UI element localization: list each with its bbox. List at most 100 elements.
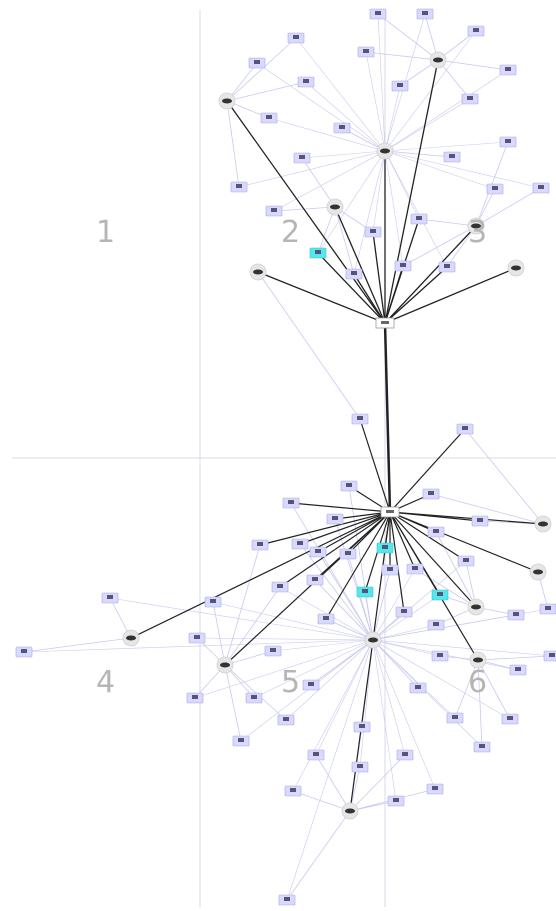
host-node[interactable] bbox=[284, 785, 302, 797]
host-node[interactable] bbox=[395, 606, 413, 618]
host-node[interactable] bbox=[251, 539, 269, 551]
host-node[interactable] bbox=[461, 93, 479, 105]
router-node[interactable] bbox=[364, 631, 382, 649]
host-node[interactable] bbox=[345, 268, 363, 280]
router-node[interactable] bbox=[429, 51, 447, 69]
router-node[interactable] bbox=[507, 259, 525, 277]
weak-edge bbox=[372, 624, 437, 641]
host-node[interactable] bbox=[204, 596, 222, 608]
router-node[interactable] bbox=[467, 598, 485, 616]
host-node[interactable] bbox=[339, 548, 357, 560]
host-node[interactable] bbox=[297, 76, 315, 88]
host-node[interactable] bbox=[396, 749, 414, 761]
host-node[interactable] bbox=[471, 515, 489, 527]
host-node[interactable] bbox=[309, 546, 327, 558]
host-node[interactable] bbox=[307, 749, 325, 761]
highlighted-host-node[interactable] bbox=[376, 542, 394, 554]
router-node[interactable] bbox=[376, 142, 394, 160]
host-node[interactable] bbox=[278, 894, 296, 906]
router-node[interactable] bbox=[469, 651, 487, 669]
host-node[interactable] bbox=[431, 650, 449, 662]
host-node[interactable] bbox=[422, 488, 440, 500]
highlighted-host-node[interactable] bbox=[309, 247, 327, 259]
host-node[interactable] bbox=[186, 692, 204, 704]
host-node[interactable] bbox=[302, 679, 320, 691]
router-node[interactable] bbox=[218, 92, 236, 110]
host-node[interactable] bbox=[353, 721, 371, 733]
host-node[interactable] bbox=[245, 692, 263, 704]
host-node[interactable] bbox=[326, 513, 344, 525]
host-node[interactable] bbox=[406, 563, 424, 575]
host-node[interactable] bbox=[427, 619, 445, 631]
host-node[interactable] bbox=[306, 574, 324, 586]
host-node[interactable] bbox=[394, 260, 412, 272]
device-icon bbox=[332, 516, 338, 520]
host-node[interactable] bbox=[357, 46, 375, 58]
host-node[interactable] bbox=[364, 226, 382, 238]
host-node[interactable] bbox=[248, 57, 266, 69]
host-node[interactable] bbox=[457, 555, 475, 567]
router-node[interactable] bbox=[122, 629, 140, 647]
host-node[interactable] bbox=[391, 80, 409, 92]
host-node[interactable] bbox=[351, 761, 369, 773]
host-node[interactable] bbox=[532, 182, 550, 194]
device-icon bbox=[437, 653, 443, 657]
host-node[interactable] bbox=[15, 646, 33, 658]
strong-edge-top bbox=[384, 225, 477, 324]
host-node[interactable] bbox=[486, 183, 504, 195]
weak-edge bbox=[372, 639, 397, 802]
host-node[interactable] bbox=[351, 413, 369, 425]
hub-node[interactable] bbox=[380, 506, 400, 518]
host-node[interactable] bbox=[456, 423, 474, 435]
host-node[interactable] bbox=[381, 564, 399, 576]
host-node[interactable] bbox=[410, 213, 428, 225]
host-node[interactable] bbox=[443, 151, 461, 163]
host-node[interactable] bbox=[467, 25, 485, 37]
host-node[interactable] bbox=[260, 112, 278, 124]
highlighted-host-node[interactable] bbox=[431, 589, 449, 601]
router-node[interactable] bbox=[341, 802, 359, 820]
host-node[interactable] bbox=[499, 64, 517, 76]
host-node[interactable] bbox=[287, 32, 305, 44]
weak-edge bbox=[384, 150, 420, 220]
host-node[interactable] bbox=[230, 181, 248, 193]
host-node[interactable] bbox=[387, 795, 405, 807]
host-node[interactable] bbox=[543, 650, 556, 662]
strong-edge-bottom bbox=[359, 418, 391, 513]
host-node[interactable] bbox=[340, 480, 358, 492]
host-node[interactable] bbox=[539, 603, 556, 615]
host-node[interactable] bbox=[232, 735, 250, 747]
host-node[interactable] bbox=[499, 136, 517, 148]
host-node[interactable] bbox=[473, 741, 491, 753]
host-node[interactable] bbox=[282, 497, 300, 509]
hub-node[interactable] bbox=[375, 317, 395, 329]
host-node[interactable] bbox=[409, 682, 427, 694]
host-node[interactable] bbox=[101, 592, 119, 604]
host-node[interactable] bbox=[427, 526, 445, 538]
switch-icon bbox=[381, 321, 389, 324]
host-node[interactable] bbox=[501, 713, 519, 725]
host-node[interactable] bbox=[446, 712, 464, 724]
host-node[interactable] bbox=[426, 783, 444, 795]
host-node[interactable] bbox=[509, 664, 527, 676]
host-node[interactable] bbox=[317, 613, 335, 625]
router-node[interactable] bbox=[216, 656, 234, 674]
host-node[interactable] bbox=[416, 8, 434, 20]
host-node[interactable] bbox=[277, 714, 295, 726]
host-node[interactable] bbox=[369, 8, 387, 20]
host-node[interactable] bbox=[293, 152, 311, 164]
host-node[interactable] bbox=[438, 261, 456, 273]
router-node[interactable] bbox=[326, 198, 344, 216]
router-node[interactable] bbox=[529, 563, 547, 581]
router-node[interactable] bbox=[534, 515, 552, 533]
host-node[interactable] bbox=[333, 122, 351, 134]
host-node[interactable] bbox=[507, 609, 525, 621]
router-node[interactable] bbox=[249, 263, 267, 281]
router-node[interactable] bbox=[467, 217, 485, 235]
host-node[interactable] bbox=[264, 645, 282, 657]
host-node[interactable] bbox=[291, 538, 309, 550]
host-node[interactable] bbox=[271, 581, 289, 593]
host-node[interactable] bbox=[265, 205, 283, 217]
host-node[interactable] bbox=[188, 632, 206, 644]
highlighted-host-node[interactable] bbox=[356, 586, 374, 598]
